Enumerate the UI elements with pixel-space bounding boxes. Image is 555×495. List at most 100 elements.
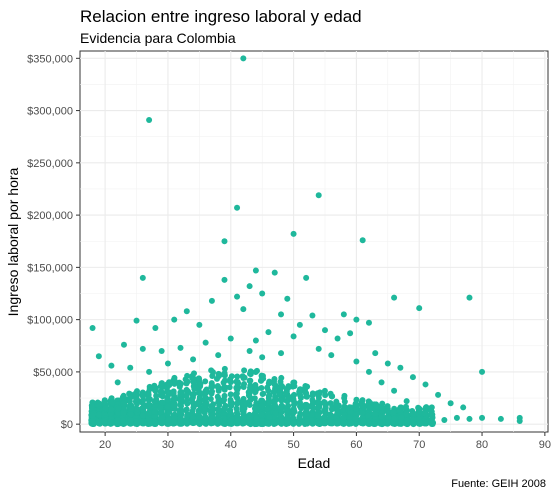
- scatter-point: [497, 415, 504, 422]
- scatter-point: [240, 55, 247, 62]
- scatter-point: [334, 335, 341, 342]
- scatter-point: [353, 358, 360, 365]
- scatter-point: [315, 404, 322, 411]
- scatter-point: [290, 333, 297, 340]
- scatter-point: [259, 354, 266, 361]
- scatter-point: [379, 400, 386, 407]
- scatter-point: [177, 417, 184, 424]
- scatter-point: [266, 414, 273, 421]
- scatter-point: [359, 237, 366, 244]
- scatter-point: [309, 396, 316, 403]
- scatter-point: [516, 418, 523, 425]
- scatter-point: [146, 386, 153, 393]
- scatter-point: [391, 294, 398, 301]
- scatter-point: [133, 420, 140, 427]
- scatter-point: [447, 400, 454, 407]
- scatter-point: [184, 400, 191, 407]
- scatter-point: [220, 385, 227, 392]
- scatter-point: [108, 362, 115, 369]
- scatter-point: [127, 411, 134, 418]
- scatter-point: [278, 374, 285, 381]
- scatter-point: [341, 394, 348, 401]
- scatter-point: [272, 393, 279, 400]
- major-gridlines: [80, 51, 548, 432]
- scatter-point: [271, 269, 278, 276]
- scatter-point: [246, 402, 253, 409]
- scatter-point: [252, 337, 259, 344]
- scatter-point: [278, 382, 285, 389]
- scatter-point: [221, 276, 228, 283]
- scatter-point: [208, 297, 215, 304]
- scatter-point: [266, 399, 273, 406]
- x-axis-title: Edad: [298, 455, 331, 471]
- scatter-point: [296, 321, 303, 328]
- scatter-point: [146, 368, 153, 375]
- scatter-point: [246, 392, 253, 399]
- scatter-point: [214, 393, 221, 400]
- scatter-point: [177, 403, 184, 410]
- scatter-point: [227, 335, 234, 342]
- scatter-point: [328, 352, 335, 359]
- minor-gridlines: [80, 51, 548, 432]
- y-tick-label: $150,000: [27, 262, 73, 274]
- scatter-point: [397, 418, 404, 425]
- y-tick-label: $300,000: [27, 106, 73, 118]
- scatter-point: [164, 360, 171, 367]
- scatter-point: [108, 406, 115, 413]
- scatter-point: [321, 414, 328, 421]
- y-tick-label: $250,000: [27, 158, 73, 170]
- scatter-point: [479, 368, 486, 375]
- scatter-point: [183, 308, 190, 315]
- scatter-point: [314, 412, 321, 419]
- scatter-point: [164, 397, 171, 404]
- scatter-point: [221, 405, 228, 412]
- scatter-point: [260, 421, 267, 428]
- scatter-point: [296, 390, 303, 397]
- scatter-point: [246, 414, 253, 421]
- scatter-point: [315, 192, 322, 199]
- scatter-point: [157, 404, 164, 411]
- scatter-point: [145, 391, 152, 398]
- x-tick-label: 70: [413, 439, 425, 451]
- scatter-point: [208, 418, 215, 425]
- scatter-point: [171, 316, 178, 323]
- scatter-point: [190, 356, 197, 363]
- scatter-point: [428, 404, 435, 411]
- scatter-point: [246, 283, 253, 290]
- scatter-point: [127, 364, 134, 371]
- scatter-point: [234, 293, 241, 300]
- y-axis-title: Ingreso laboral por hora: [5, 167, 21, 316]
- scatter-point: [101, 418, 108, 425]
- scatter-point: [278, 350, 285, 357]
- scatter-point: [258, 411, 265, 418]
- scatter-point: [221, 420, 228, 427]
- chart-caption: Fuente: GEIH 2008: [451, 478, 546, 490]
- scatter-point: [297, 386, 304, 393]
- scatter-point: [234, 378, 241, 385]
- scatter-point: [216, 402, 223, 409]
- scatter-point: [145, 410, 152, 417]
- scatter-point: [284, 414, 291, 421]
- scatter-point: [252, 381, 259, 388]
- scatter-point: [365, 319, 372, 326]
- scatter-point: [159, 399, 166, 406]
- scatter-point: [303, 274, 310, 281]
- scatter-point: [422, 381, 429, 388]
- scatter-point: [359, 409, 366, 416]
- scatter-point: [184, 412, 191, 419]
- scatter-point: [209, 412, 216, 419]
- scatter-point: [208, 403, 215, 410]
- scatter-point: [240, 306, 247, 313]
- scatter-point: [166, 382, 173, 389]
- scatter-point: [88, 403, 95, 410]
- scatter-point: [201, 418, 208, 425]
- scatter-point: [158, 380, 165, 387]
- y-axis-ticks: $0 $50,000 $100,000 $150,000 $200,000 $250,00…: [27, 53, 80, 431]
- scatter-point: [139, 274, 146, 281]
- scatter-point: [102, 398, 109, 405]
- scatter-point: [453, 414, 460, 421]
- x-tick-label: 50: [287, 439, 299, 451]
- chart-subtitle: Evidencia para Colombia: [80, 30, 236, 46]
- scatter-point: [138, 418, 145, 425]
- scatter-point: [202, 378, 209, 385]
